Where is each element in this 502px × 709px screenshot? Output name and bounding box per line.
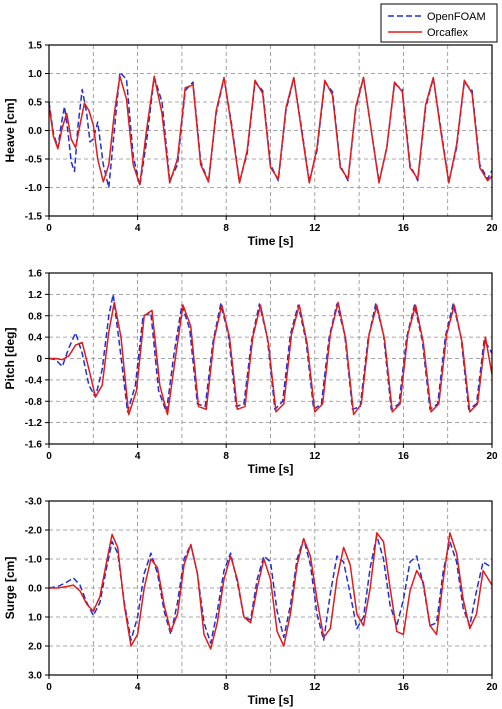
heave-panel: 1.5 1.0 0.5 0.0 -0.5 -1.0 -1.50 4 8 12 16 20 Time [s… [3,41,498,249]
surge-ytick-label-4: 1.0 [28,613,42,624]
surge-xtick-label-1: 4 [135,682,141,693]
pitch-xtick-label-1: 4 [135,451,141,462]
surge-panel: -3.0 -2.0 -1.0 0.0 1.0 2.0 3.0 0 4 8 12 16 20 Time [s… [3,497,498,708]
surge-xaxis-label: Time [s] [248,693,294,707]
pitch-ytick-label-7: -1.2 [25,418,43,429]
surge-ytick-label-5: 2.0 [28,642,42,653]
heave-xtick-label-4: 16 [398,223,410,234]
surge-xtick-label-4: 16 [398,682,410,693]
heave-ytick-label-5: -1.0 [25,183,43,194]
legend-box [380,3,498,43]
pitch-yaxis-label: Pitch [deg] [3,327,17,389]
pitch-xtick-label-0: 0 [46,451,52,462]
heave-xtick-label-1: 4 [135,223,141,234]
heave-xtick-label-3: 12 [309,223,321,234]
surge-xtick-label-5: 20 [486,682,498,693]
legend-openfoam-label: OpenFOAM [427,11,486,23]
pitch-xaxis-label: Time [s] [248,462,294,476]
heave-xtick-label-2: 8 [223,223,229,234]
pitch-ytick-label-2: 0.8 [28,311,42,322]
heave-ytick-label-2: 0.5 [28,98,42,109]
surge-ytick-label-3: 0.0 [28,584,42,595]
heave-xtick-label-5: 20 [486,223,498,234]
heave-ytick-label-4: -0.5 [25,155,43,166]
heave-ytick-label-6: -1.5 [25,212,43,223]
pitch-ytick-label-4: 0 [36,354,42,365]
surge-yaxis-label: Surge [cm] [3,557,17,620]
pitch-ytick-label-0: 1.6 [28,269,42,280]
surge-ytick-label-2: -1.0 [25,555,43,566]
heave-series-orcaflex [48,75,493,186]
pitch-ytick-label-1: 1.2 [28,290,42,301]
pitch-xtick-label-5: 20 [486,451,498,462]
pitch-ytick-label-6: -0.8 [25,397,43,408]
pitch-panel: 1.61.20.80.40-0.4-0.8-1.2-1.60 4 8 12 16 20Ti… [3,269,498,477]
pitch-series-orcaflex [49,301,493,416]
pitch-xtick-label-3: 12 [309,451,321,462]
heave-xaxis-label: Time [s] [248,234,294,248]
pitch-ytick-label-3: 0.4 [28,333,42,344]
surge-ytick-label-0: -3.0 [25,497,43,508]
legend-orcaflex-label: Orcaflex [427,27,468,39]
pitch-xtick-label-2: 8 [223,451,229,462]
pitch-ytick-label-5: -0.4 [25,375,43,386]
surge-xtick-label-0: 0 [46,682,52,693]
surge-ytick-label-1: -2.0 [25,526,43,537]
surge-ytick-label-6: 3.0 [28,671,42,682]
pitch-ytick-label-8: -1.6 [25,440,43,451]
heave-xtick-label-0: 0 [46,223,52,234]
heave-ytick-label-0: 1.5 [28,41,42,52]
surge-xtick-label-3: 12 [309,682,321,693]
surge-series-orcaflex [49,532,493,650]
surge-xtick-label-2: 8 [223,682,229,693]
legend: OpenFOAM Orcaflex [380,3,498,43]
heave-ytick-label-1: 1.0 [28,69,42,80]
pitch-xtick-label-4: 16 [398,451,410,462]
heave-yaxis-label: Heave [cm] [3,98,17,162]
heave-ytick-label-3: 0.0 [28,126,42,137]
